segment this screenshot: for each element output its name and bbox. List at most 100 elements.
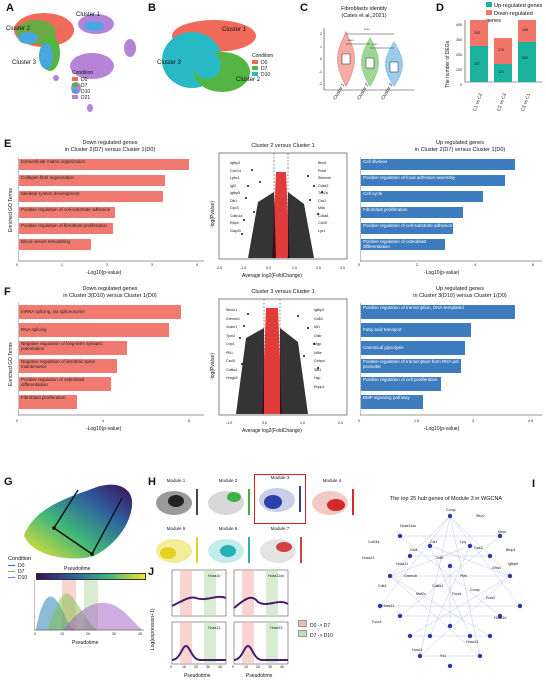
legend-item: D7 -> D10 (298, 630, 333, 640)
go-bar: Fatty acid transport (361, 323, 471, 337)
panel-e-volcano-genes-left: Igfbp3 Cxcl14 Ly6c1 Igf2 Igfbp5 Dlk1 Gpc… (230, 161, 243, 233)
panel-f-up-bars: Positive regulation of transcription, DN… (361, 305, 515, 409)
j-xlabel-right: Pseudotime (246, 673, 273, 679)
go-bar: Collagen fibril organization (19, 175, 165, 186)
panel-f-up-axis (360, 303, 542, 416)
legend-item: D7 (252, 66, 270, 72)
module-tile: Module 6 (204, 526, 252, 570)
network-gene: Hoxa11 (396, 562, 409, 566)
j-subplot (233, 569, 289, 617)
legend-item: D10 (72, 89, 90, 95)
network-gene: Fmod (452, 592, 462, 596)
legend-item: Up-regulated genes (486, 2, 546, 10)
panel-c-violin (323, 28, 414, 91)
go-bar: Positive regulation of osteoblast differ… (19, 377, 111, 391)
legend-item: D7 (8, 569, 27, 575)
panel-f-volcano-ylabel: -log(Pvalue) (210, 353, 216, 380)
go-bar: Positive regulation of focal adhesion as… (361, 175, 505, 186)
panel-i-title: The top 25 hub genes of Module 3 in WGCN… (389, 496, 503, 502)
network-gene: Cnmp (470, 588, 480, 592)
panel-c-sig-3: **** (372, 43, 378, 47)
network-gene: Gfra1 (492, 566, 501, 570)
panel-e-up-axis (360, 157, 542, 262)
go-bar: RNA splicing (19, 323, 169, 337)
legend-item: D10 (252, 72, 270, 78)
go-bar: Cell division (361, 159, 515, 170)
go-bar: Skeletal system development (19, 191, 163, 202)
panel-f-volcano-xlabel: Average log2(FoldChange) (242, 428, 302, 434)
go-bar: Positive regulation of fibroblast prolif… (19, 223, 113, 234)
panel-d-xlabel-2: C2 vs C3 (496, 92, 508, 112)
panel-j-ylabel: Log(expression+1) (150, 608, 156, 650)
d-val-down-1: 243 (474, 31, 480, 35)
panel-a-umap (14, 13, 136, 112)
panel-f-ylabel: Enriched GO Terms (8, 342, 14, 386)
panel-f-down-bars: mRNA splicing, via spliceosome RNA splic… (19, 305, 181, 409)
j-subplot (233, 621, 289, 665)
panel-j-label: J (148, 566, 155, 578)
j-gene-1: Hoxa10 (208, 574, 221, 578)
network-gene: Gsr1 (410, 548, 418, 552)
legend-item: D0 (72, 77, 90, 83)
module-tile: Module 3 (254, 474, 306, 524)
panel-a-cluster-1: Cluster 1 (76, 12, 101, 18)
network-gene: Hoxd1 (412, 648, 423, 652)
network-gene: Hoxa10 (494, 616, 507, 620)
network-gene: Grem1b (404, 574, 417, 578)
network-gene: Bmp4 (506, 548, 516, 552)
go-bar: Fibroblast proliferation (19, 395, 77, 409)
panel-f-up-xlabel: -Log10(p-value) (424, 426, 460, 432)
go-bar: Extracellular matrix organization (19, 159, 189, 170)
panel-f-volcano-title: Cluster 3 versus Cluster 1 (251, 289, 315, 295)
panel-d-bars (464, 20, 542, 83)
panel-b-label: B (148, 2, 156, 14)
panel-a-cluster-2: Cluster 2 (6, 26, 31, 32)
panel-d-yticks: 400 300 200 100 0 (456, 23, 462, 87)
bar-down-c1c2 (470, 20, 488, 46)
legend-item: D7 (72, 83, 90, 89)
go-bar: Negative regulation of long-term synapti… (19, 341, 127, 355)
j-subplot (171, 569, 227, 617)
panel-g-legend: D0 D7 D10 (8, 563, 27, 581)
panel-b-legend-title: Condition (252, 53, 274, 59)
j-gene-2: Hoxa11os (268, 574, 284, 578)
panel-c-sig-2: **** (348, 39, 354, 43)
go-bar: Positive regulation of cell proliferatio… (361, 377, 441, 391)
panel-c-sig-1: **** (364, 28, 370, 32)
panel-f-up-title: Up regulated genes in Cluster 3(D10) ver… (413, 286, 507, 299)
module-tile: Module 1 (152, 478, 200, 522)
panel-d-ylabel: The number of DEGs (445, 40, 451, 88)
go-bar: Positive regulation of osteoblast differ… (361, 239, 445, 250)
panel-e-up-xlabel: -Log10(p-value) (424, 270, 460, 276)
go-bar: mRNA splicing, via spliceosome (19, 305, 181, 319)
network-gene: Lpq (460, 540, 466, 544)
panel-e-down-title: Down regulated genes in Cluster 2(D7) ve… (64, 140, 156, 153)
network-gene: Foxc1 (372, 620, 382, 624)
network-gene: Cdk3 (378, 584, 387, 588)
network-gene: Mef2c (416, 592, 426, 596)
j-subplot (171, 621, 227, 665)
j-gene-4: Hoxd13 (270, 626, 283, 630)
panel-e-up-title: Up regulated genes in Cluster 2(D7) vers… (414, 140, 506, 153)
panel-e-volcano (218, 152, 348, 260)
panel-e-volcano-genes-right: Birc5 Pclaf Selenoh Cdca3 Top2a Cks2 Mdk… (318, 161, 332, 233)
panel-b-cluster-2: Cluster 2 (236, 77, 261, 83)
legend-item: D10 (8, 575, 27, 581)
module-tile: Module 7 (256, 526, 304, 570)
network-gene: Plek (460, 574, 467, 578)
panel-e-volcano-ylabel: -log(Pvalue) (210, 201, 216, 228)
go-bar: Cell cycle (361, 191, 483, 202)
panel-a-cluster-3: Cluster 3 (12, 60, 37, 66)
bar-down-c2c3 (494, 38, 512, 64)
j-xlabel-left: Pseudotime (184, 673, 211, 679)
panel-i-network (377, 513, 523, 669)
panel-d-xlabel-1: C1 vs C2 (472, 92, 484, 112)
panel-c-title: Fibroblasts identity (Cates et al.,2021) (341, 6, 387, 19)
network-gene: Hoxd11 (382, 604, 395, 608)
d-val-up-1: 237 (474, 62, 480, 66)
panel-g-density (34, 580, 144, 631)
j-gene-3: Hoxa13 (208, 626, 221, 630)
d-val-down-2: 175 (498, 48, 504, 52)
bar-up-c1c2 (470, 46, 488, 82)
go-bar: BMP signaling pathway (361, 395, 423, 409)
